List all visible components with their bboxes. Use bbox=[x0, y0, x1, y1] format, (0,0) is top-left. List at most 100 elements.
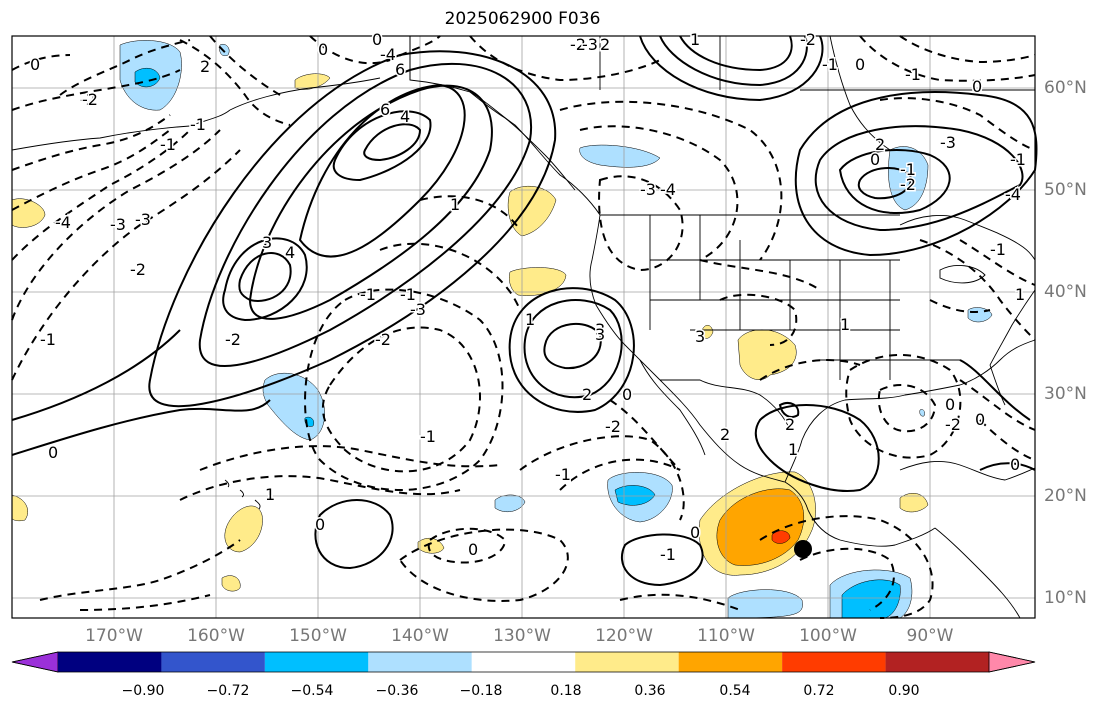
contour-label: -1 bbox=[1010, 150, 1026, 169]
colorbar-segment bbox=[885, 652, 989, 672]
lat-lon-grid bbox=[12, 36, 1035, 618]
location-marker bbox=[794, 540, 812, 558]
colorbar bbox=[11, 651, 1036, 673]
lat-label-60n: 60°N bbox=[1044, 78, 1087, 98]
contour-label: 0 bbox=[372, 30, 382, 49]
lon-label-170w: 170°W bbox=[85, 626, 143, 646]
contour-label: -1 bbox=[40, 330, 56, 349]
lat-label-50n: 50°N bbox=[1044, 180, 1087, 200]
lon-label-120w: 120°W bbox=[595, 626, 653, 646]
lon-label-90w: 90°W bbox=[906, 626, 954, 646]
contour-label: 3 bbox=[595, 325, 605, 344]
colorbar-segment bbox=[782, 652, 886, 672]
lat-label-30n: 30°N bbox=[1044, 384, 1087, 404]
contour-label: 1 bbox=[450, 195, 460, 214]
contour-label: 2 bbox=[582, 385, 592, 404]
colorbar-segment bbox=[678, 652, 783, 672]
lat-label-40n: 40°N bbox=[1044, 282, 1087, 302]
contour-label: -2 bbox=[570, 35, 586, 54]
lat-label-10n: 10°N bbox=[1044, 588, 1087, 608]
contour-label: -3 bbox=[582, 35, 598, 54]
lon-label-150w: 150°W bbox=[289, 626, 347, 646]
colorbar-tick-label: −0.36 bbox=[375, 683, 419, 699]
contour-label: -3 bbox=[110, 215, 126, 234]
contour-label: 1 bbox=[525, 310, 535, 329]
contour-label: -2 bbox=[82, 90, 98, 109]
contour-label: 2 bbox=[600, 35, 610, 54]
contour-label: 4 bbox=[285, 243, 295, 262]
contour-label: 0 bbox=[975, 410, 985, 429]
contour-label: 0 bbox=[690, 523, 700, 542]
contour-label: 1 bbox=[840, 315, 850, 334]
contour-label: -4 bbox=[380, 45, 396, 64]
contour-label: -1 bbox=[660, 545, 676, 564]
contour-label: 0 bbox=[315, 515, 325, 534]
colorbar-tick-label: −0.90 bbox=[121, 683, 165, 699]
lon-label-110w: 110°W bbox=[697, 626, 755, 646]
colorbar-tick-label: 0.36 bbox=[634, 683, 666, 699]
contour-label: -1 bbox=[900, 160, 916, 179]
contour-label: -4 bbox=[660, 180, 676, 199]
colorbar-extend-max bbox=[988, 651, 1036, 673]
contour-label: 1 bbox=[1015, 285, 1025, 304]
contour-label: -3 bbox=[640, 180, 656, 199]
colorbar-segment bbox=[368, 652, 472, 672]
colorbar-extend-min bbox=[11, 651, 59, 673]
lat-label-20n: 20°N bbox=[1044, 486, 1087, 506]
contour-label: 0 bbox=[870, 150, 880, 169]
contour-label: 0 bbox=[468, 540, 478, 559]
contour-label: -2 bbox=[800, 30, 816, 49]
contour-label: 3 bbox=[695, 327, 705, 346]
colorbar-segment bbox=[161, 652, 265, 672]
colorbar-segment bbox=[264, 652, 369, 672]
lon-label-140w: 140°W bbox=[391, 626, 449, 646]
contour-label: 2 bbox=[200, 57, 210, 76]
contour-label: -1 bbox=[420, 427, 436, 446]
contour-label: 1 bbox=[788, 440, 798, 459]
contour-label: 0 bbox=[318, 40, 328, 59]
contour-label: 0 bbox=[30, 55, 40, 74]
contour-label: -2 bbox=[945, 415, 961, 434]
contour-label: -1 bbox=[360, 285, 376, 304]
colorbar-outline bbox=[11, 651, 1036, 673]
contour-label: 1 bbox=[265, 485, 275, 504]
contour-label: -1 bbox=[400, 285, 416, 304]
contour-label: -4 bbox=[1005, 185, 1021, 204]
contour-label: 3 bbox=[595, 320, 605, 339]
colorbar-segment bbox=[58, 652, 162, 672]
lon-label-100w: 100°W bbox=[799, 626, 857, 646]
anomaly-contours bbox=[11, 35, 1038, 619]
contour-label: -1 bbox=[822, 55, 838, 74]
contour-label: -1 bbox=[555, 465, 571, 484]
contour-label: 0 bbox=[972, 77, 982, 96]
contour-label: 6 bbox=[395, 60, 405, 79]
contour-label: -1 bbox=[905, 65, 921, 84]
contour-label: 0 bbox=[855, 55, 865, 74]
colorbar-tick-label: −0.18 bbox=[459, 683, 503, 699]
colorbar-tick-label: 0.54 bbox=[719, 683, 751, 699]
contour-label: -2 bbox=[80, 90, 96, 109]
contour-label: 0 bbox=[945, 395, 955, 414]
contour-label: 4 bbox=[400, 107, 410, 126]
contour-label: 0 bbox=[48, 443, 58, 462]
contour-label: 0 bbox=[622, 385, 632, 404]
contour-label: -2 bbox=[225, 330, 241, 349]
colorbar-tick-label: 0.18 bbox=[550, 683, 582, 699]
lon-label-130w: 130°W bbox=[493, 626, 551, 646]
contour-label: -4 bbox=[55, 213, 71, 232]
contour-label: 0 bbox=[1010, 455, 1020, 474]
contour-label: 3 bbox=[262, 233, 272, 252]
colorbar-segment bbox=[575, 652, 679, 672]
colorbar-tick-label: 0.72 bbox=[803, 683, 835, 699]
contour-label: 1 bbox=[690, 30, 700, 49]
contour-label: 2 bbox=[785, 415, 795, 434]
contour-label: -2 bbox=[605, 417, 621, 436]
contour-label: -2 bbox=[900, 175, 916, 194]
contour-label: -1 bbox=[160, 135, 176, 154]
contour-label: -1 bbox=[190, 115, 206, 134]
contour-label: -3 bbox=[940, 133, 956, 152]
contour-label: -2 bbox=[130, 260, 146, 279]
contour-label: -3 bbox=[135, 210, 151, 229]
lon-label-160w: 160°W bbox=[187, 626, 245, 646]
